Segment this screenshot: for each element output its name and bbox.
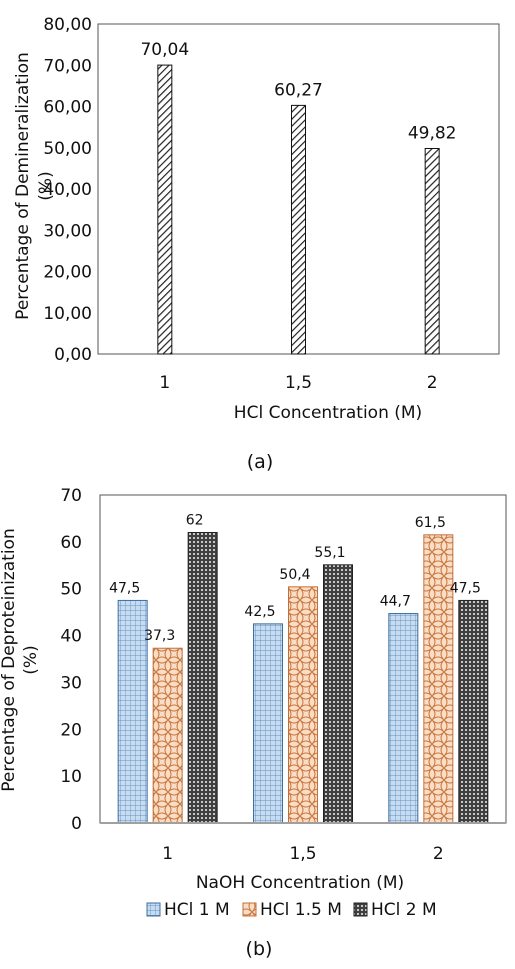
chart-b-data-label: 42,5	[244, 604, 275, 620]
chart-a-y-tick-label: 70,00	[43, 56, 92, 76]
chart-b-caption: (b)	[246, 938, 273, 960]
chart-b-data-label: 44,7	[380, 594, 411, 610]
chart-a-y-ticks: 0,00 10,00 20,00 30,00 40,00 50,00 60,00 70,00 8…	[43, 15, 92, 365]
legend-swatch-hcl-1-5m	[242, 902, 257, 917]
chart-b: 0 10 20 30 40 50 60 70 47,5 37,3 62 42,5 50,455,1 44…	[0, 486, 507, 960]
chart-a-y-tick-label: 10,00	[43, 304, 92, 324]
chart-a-x-tick-label: 1	[159, 373, 170, 393]
chart-a-data-label: 49,82	[408, 123, 457, 143]
chart-a-x-tick-label: 2	[427, 373, 438, 393]
chart-a-bar	[291, 104, 306, 355]
chart-a-x-ticks: 1 1,5 2	[159, 373, 437, 393]
chart-a-bars	[157, 64, 440, 355]
chart-a-bar	[424, 147, 440, 355]
chart-b-data-label: 62	[186, 512, 204, 528]
chart-a-data-label: 60,27	[274, 80, 323, 100]
chart-b-bar	[323, 564, 353, 824]
chart-b-data-label: 55,1	[314, 545, 345, 561]
chart-b-data-label: 47,5	[109, 580, 140, 596]
chart-b-bars	[117, 531, 489, 824]
chart-b-y-axis-title-line2: (%)	[21, 645, 41, 674]
chart-b-x-tick-label: 2	[433, 844, 444, 864]
chart-a-y-tick-label: 80,00	[43, 15, 92, 35]
chart-a: 0,00 10,00 20,00 30,00 40,00 50,00 60,00 70,00 8…	[13, 15, 500, 473]
chart-b-data-label: 47,5	[450, 580, 481, 596]
chart-b-data-label: 61,5	[415, 515, 446, 531]
chart-a-y-axis-title-line1: Percentage of Demineralization	[13, 52, 33, 320]
chart-b-y-ticks: 0 10 20 30 40 50 60 70	[60, 486, 82, 834]
chart-b-bar	[253, 623, 283, 824]
chart-b-x-tick-label: 1,5	[289, 844, 316, 864]
chart-b-bar	[117, 599, 148, 824]
chart-b-y-axis-title-line1: Percentage of Deproteinization	[0, 528, 19, 791]
chart-b-y-tick-label: 20	[60, 720, 82, 740]
chart-a-y-tick-label: 20,00	[43, 263, 92, 283]
chart-a-y-tick-label: 40,00	[43, 180, 92, 200]
legend-label-hcl-1-5m: HCl 1.5 M	[260, 900, 342, 920]
chart-b-data-label: 50,4	[279, 567, 310, 583]
chart-a-x-tick-label: 1,5	[285, 373, 312, 393]
chart-a-y-tick-label: 0,00	[54, 345, 92, 365]
chart-a-y-tick-label: 60,00	[43, 98, 92, 118]
chart-b-y-tick-label: 30	[60, 673, 82, 693]
legend-label-hcl-1m: HCl 1 M	[164, 900, 230, 920]
chart-b-legend: HCl 1 M HCl 1.5 M HCl 2 M	[146, 900, 437, 920]
chart-a-data-labels: 70,04 60,27 49,82	[140, 40, 456, 143]
legend-label-hcl-2m: HCl 2 M	[371, 900, 437, 920]
chart-b-data-labels: 47,5 37,3 62 42,5 50,455,1 44,7 61,5 47,5	[109, 512, 481, 644]
chart-a-data-label: 70,04	[140, 40, 189, 60]
chart-b-y-tick-label: 0	[71, 814, 82, 834]
chart-b-bar	[458, 599, 489, 824]
chart-b-x-tick-label: 1	[162, 844, 173, 864]
chart-b-x-axis-title: NaOH Concentration (M)	[196, 873, 404, 893]
chart-b-bar	[423, 534, 454, 824]
chart-a-bar	[157, 64, 173, 355]
chart-b-y-tick-label: 40	[60, 627, 82, 647]
chart-b-bar	[288, 586, 318, 824]
chart-b-data-label: 37,3	[144, 628, 175, 644]
chart-b-bar	[152, 647, 183, 824]
chart-b-y-tick-label: 60	[60, 533, 82, 553]
chart-b-bar	[187, 531, 218, 824]
chart-b-x-ticks: 1 1,5 2	[162, 844, 443, 864]
chart-b-y-tick-label: 10	[60, 767, 82, 787]
chart-a-y-axis-title-line2: (%)	[36, 171, 56, 200]
chart-b-y-tick-label: 70	[60, 486, 82, 506]
chart-b-bar	[388, 613, 419, 824]
chart-b-y-tick-label: 50	[60, 580, 82, 600]
chart-a-caption: (a)	[247, 451, 273, 473]
legend-swatch-hcl-1m	[146, 902, 161, 917]
legend-swatch-hcl-2m	[353, 902, 368, 917]
chart-a-y-tick-label: 30,00	[43, 221, 92, 241]
chart-a-x-axis-title: HCl Concentration (M)	[234, 403, 422, 423]
chart-a-y-tick-label: 50,00	[43, 139, 92, 159]
